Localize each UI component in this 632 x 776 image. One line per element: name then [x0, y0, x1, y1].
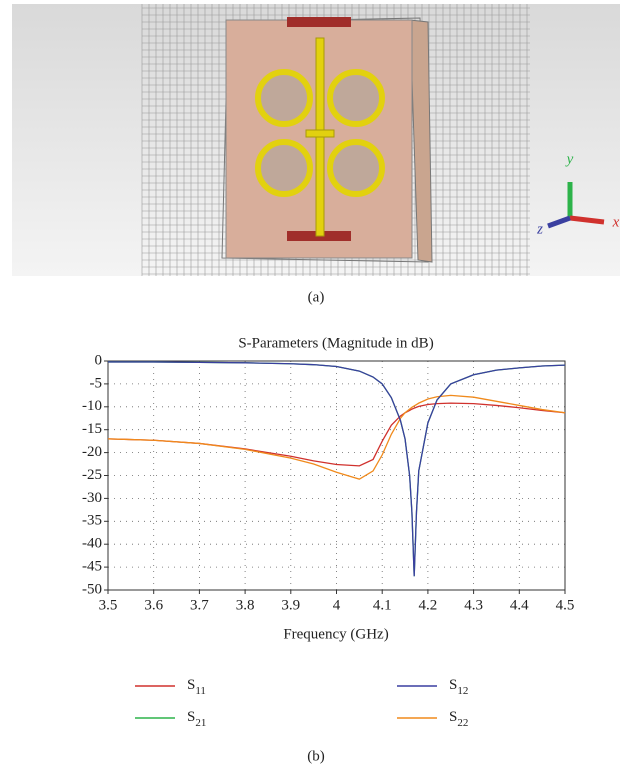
- ring: [258, 142, 310, 194]
- ring: [330, 72, 382, 124]
- series-line: [108, 403, 565, 466]
- axis-x-label: x: [612, 214, 620, 230]
- legend-label: S12: [449, 677, 468, 696]
- legend-label: S21: [187, 709, 206, 728]
- legend-label: S11: [187, 677, 206, 696]
- x-tick-label: 4.5: [556, 597, 575, 613]
- x-tick-label: 3.7: [190, 597, 209, 613]
- legend-label: S22: [449, 709, 468, 728]
- axis-z-label: z: [536, 221, 543, 237]
- x-tick-label: 3.8: [236, 597, 255, 613]
- y-tick-label: -40: [82, 536, 102, 552]
- y-tick-label: -10: [82, 398, 102, 414]
- panel-b-label: (b): [307, 748, 325, 764]
- x-tick-label: 4.1: [373, 597, 392, 613]
- y-tick-label: -25: [82, 467, 102, 483]
- x-tick-label: 4.2: [419, 597, 438, 613]
- y-tick-label: -20: [82, 444, 102, 460]
- port-top: [287, 17, 351, 27]
- x-tick-label: 4.4: [510, 597, 529, 613]
- x-tick-label: 3.5: [99, 597, 118, 613]
- ring: [258, 72, 310, 124]
- y-tick-label: -5: [90, 375, 103, 391]
- y-tick-label: -50: [82, 581, 102, 597]
- y-tick-label: -30: [82, 490, 102, 506]
- axis-y-label: y: [565, 151, 574, 167]
- x-tick-label: 3.6: [144, 597, 163, 613]
- y-tick-label: 0: [95, 352, 103, 368]
- panel-a-label: (a): [308, 289, 325, 305]
- chart-title: S-Parameters (Magnitude in dB): [238, 335, 433, 351]
- x-tick-label: 4.3: [464, 597, 483, 613]
- y-tick-label: -15: [82, 421, 102, 437]
- series-line: [108, 395, 565, 479]
- antenna-render: y z x: [12, 4, 620, 276]
- x-tick-label: 4: [333, 597, 341, 613]
- figure: y z x (a) S-Parameters (Magnitude in dB)…: [0, 0, 632, 776]
- x-tick-label: 3.9: [281, 597, 300, 613]
- ring: [330, 142, 382, 194]
- y-tick-label: -45: [82, 559, 102, 575]
- feed-stub: [306, 130, 334, 137]
- x-axis-label: Frequency (GHz): [283, 626, 388, 642]
- y-tick-label: -35: [82, 513, 102, 529]
